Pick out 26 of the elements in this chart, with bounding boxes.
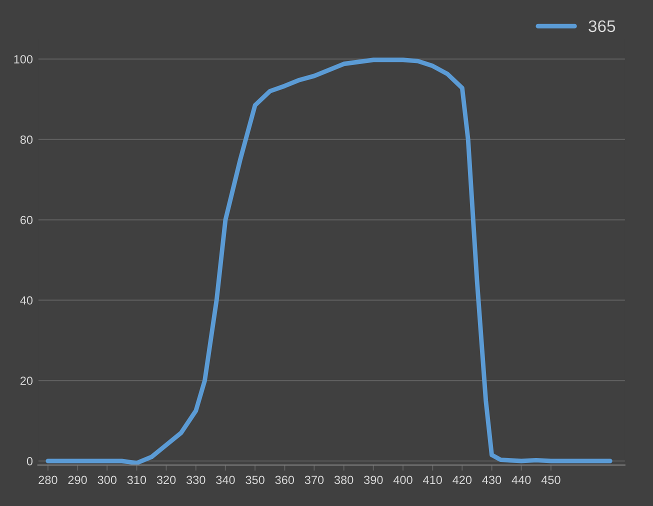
x-tick-label: 390 (364, 476, 383, 484)
x-tick-label: 370 (304, 476, 324, 484)
y-tick-label: 40 (20, 296, 33, 305)
x-tick-label: 430 (482, 476, 502, 484)
x-tick-label: 320 (156, 476, 176, 484)
y-tick-label: 0 (26, 457, 33, 466)
x-tick-label: 410 (423, 476, 442, 484)
legend-label: 365 (588, 20, 616, 32)
x-tick-label: 420 (452, 476, 472, 484)
x-tick-label: 310 (127, 476, 146, 484)
y-tick-label: 100 (14, 55, 33, 64)
x-tick-label: 300 (98, 476, 116, 484)
x-tick-label: 290 (68, 476, 87, 484)
y-tick-label: 20 (20, 376, 33, 385)
line-series (46, 58, 612, 466)
x-tick-label: 450 (541, 476, 560, 484)
x-tick-label: 280 (38, 476, 58, 484)
x-tick-label: 380 (334, 476, 354, 484)
x-tick-label: 400 (393, 476, 412, 484)
y-tick-label: 60 (20, 216, 33, 224)
x-tick-label: 340 (216, 476, 235, 484)
x-tick-label: 330 (186, 476, 206, 484)
x-tick-label: 360 (275, 476, 294, 484)
x-tick-label: 350 (246, 476, 264, 484)
x-tick-label: 440 (512, 476, 531, 484)
y-tick-label: 80 (20, 135, 33, 144)
